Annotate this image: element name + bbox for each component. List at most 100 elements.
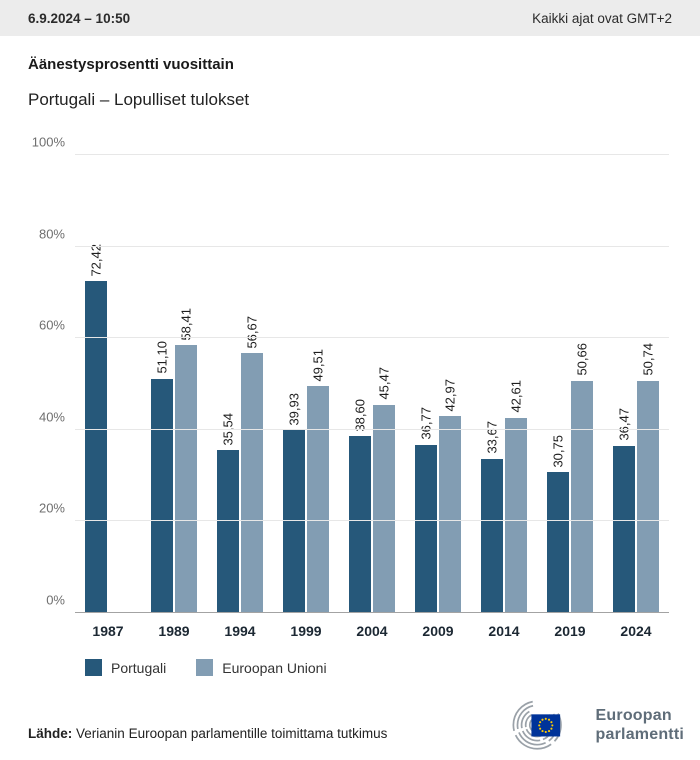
value-label-euroopan-unioni-2009: 42,97 — [442, 378, 458, 412]
bar-portugali-2004[interactable] — [349, 436, 371, 613]
gridline-40 — [75, 428, 669, 430]
parliament-hemicycle-icon — [512, 700, 562, 750]
value-label-portugali-2024: 36,47 — [616, 408, 632, 441]
y-axis-label-0: 0% — [46, 592, 65, 608]
bar-slot-portugali-1994: 35,54 — [217, 155, 239, 613]
logo-line1: Euroopan — [595, 707, 672, 724]
value-label-portugali-2014: 33,67 — [484, 421, 500, 454]
bar-group-1987: 72,42 1987 — [75, 155, 141, 639]
bar-slot-euroopan-unioni-2014: 42,61 — [505, 155, 527, 613]
x-axis-label-1989: 1989 — [158, 623, 190, 639]
bar-group-1994: 35,54 56,67 1994 — [207, 155, 273, 639]
bar-slot-euroopan-unioni-1999: 49,51 — [307, 155, 329, 613]
logo-wordmark: Euroopan parlamentti — [596, 706, 684, 744]
page-subtitle: Portugali – Lopulliset tulokset — [28, 90, 250, 109]
value-label-portugali-2004: 38,60 — [352, 398, 368, 432]
gridline-20 — [75, 520, 669, 522]
x-axis-label-1987: 1987 — [92, 623, 124, 639]
bar-group-1989: 51,10 58,41 1989 — [141, 155, 207, 639]
bar-slot-portugali-1989: 51,10 — [151, 155, 173, 613]
bar-euroopan-unioni-2024[interactable] — [637, 380, 659, 613]
source-label: Lähde: — [28, 726, 73, 741]
legend-label: Portugali — [111, 659, 167, 676]
bar-group-2014: 33,67 42,61 2014 — [471, 155, 537, 639]
bar-slot-portugali-1999: 39,93 — [283, 155, 305, 613]
bar-portugali-1999[interactable] — [283, 430, 305, 613]
bar-group-2009: 36,77 42,97 2009 — [405, 155, 471, 639]
chart-plot-area: 72,42 1987 51,10 58,41 1989 35,54 56,67 1994 39,… — [32, 136, 669, 639]
bar-slot-euroopan-unioni-2004: 45,47 — [373, 155, 395, 613]
x-axis-label-2009: 2009 — [422, 623, 454, 639]
bar-slot-portugali-2004: 38,60 — [349, 155, 371, 613]
bar-group-2019: 30,75 50,66 2019 — [537, 155, 603, 639]
bar-portugali-1989[interactable] — [151, 378, 173, 613]
bar-slot-portugali-2009: 36,77 — [415, 155, 437, 613]
bar-slot-euroopan-unioni-2009: 42,97 — [439, 155, 461, 613]
y-axis-label-100: 100% — [31, 134, 65, 150]
gridline-60 — [75, 337, 669, 339]
bar-slot-portugali-1987: 72,42 — [85, 155, 107, 613]
bar-slot-portugali-2024: 36,47 — [613, 155, 635, 613]
bar-portugali-2019[interactable] — [547, 472, 569, 613]
x-axis-label-2004: 2004 — [356, 623, 388, 639]
x-axis-label-2014: 2014 — [488, 623, 520, 639]
bar-euroopan-unioni-2004[interactable] — [373, 404, 395, 613]
bar-euroopan-unioni-2014[interactable] — [505, 417, 527, 613]
bar-portugali-2024[interactable] — [613, 445, 635, 613]
value-label-euroopan-unioni-1994: 56,67 — [244, 315, 260, 349]
y-axis-label-60: 60% — [38, 317, 65, 333]
value-label-portugali-1987: 72,42 — [88, 243, 104, 277]
bar-portugali-1994[interactable] — [217, 450, 239, 613]
y-axis-label-40: 40% — [38, 409, 65, 425]
y-axis-label-80: 80% — [38, 226, 65, 242]
bar-euroopan-unioni-1994[interactable] — [241, 353, 263, 613]
x-axis-label-2024: 2024 — [620, 623, 652, 639]
bar-euroopan-unioni-1989[interactable] — [175, 345, 197, 613]
page-title: Äänestysprosentti vuosittain — [28, 56, 234, 73]
bar-groups: 72,42 1987 51,10 58,41 1989 35,54 56,67 1994 39,… — [75, 155, 669, 639]
legend-item-portugali[interactable]: Portugali — [85, 659, 166, 676]
value-label-portugali-1999: 39,93 — [286, 392, 302, 426]
bar-portugali-2014[interactable] — [481, 458, 503, 613]
legend-item-euroopan-unioni[interactable]: Euroopan Unioni — [196, 659, 327, 676]
value-label-portugali-2019: 30,75 — [550, 434, 566, 468]
bar-euroopan-unioni-2019[interactable] — [571, 380, 593, 613]
x-axis-label-2019: 2019 — [554, 623, 586, 639]
euroopan-parlamentti-logo: Euroopan parlamentti — [506, 696, 684, 754]
bar-euroopan-unioni-1999[interactable] — [307, 386, 329, 613]
y-axis-label-20: 20% — [38, 500, 65, 516]
bar-slot-euroopan-unioni-2024: 50,74 — [637, 155, 659, 613]
x-axis-label-1999: 1999 — [290, 623, 322, 639]
bar-portugali-2009[interactable] — [415, 444, 437, 613]
value-label-portugali-1989: 51,10 — [154, 341, 170, 374]
value-label-euroopan-unioni-2004: 45,47 — [376, 367, 392, 400]
logo-line2: parlamentti — [595, 726, 684, 743]
eu-flag-stars — [537, 717, 553, 734]
bar-group-1999: 39,93 49,51 1999 — [273, 155, 339, 639]
value-label-euroopan-unioni-2014: 42,61 — [508, 380, 524, 413]
bar-slot-euroopan-unioni-1987 — [109, 155, 131, 613]
value-label-portugali-2009: 36,77 — [418, 407, 434, 440]
value-label-euroopan-unioni-1999: 49,51 — [310, 348, 326, 382]
legend-label: Euroopan Unioni — [222, 659, 327, 676]
legend-swatch-euroopan-unioni — [196, 659, 214, 676]
value-label-euroopan-unioni-2024: 50,74 — [640, 343, 656, 376]
value-label-euroopan-unioni-2019: 50,66 — [574, 343, 590, 376]
x-axis-label-1994: 1994 — [224, 623, 256, 639]
bar-slot-portugali-2019: 30,75 — [547, 155, 569, 613]
report-datetime: 6.9.2024 – 10:50 — [28, 10, 131, 26]
chart-legend: Portugali Euroopan Unioni — [85, 659, 327, 676]
bar-euroopan-unioni-2009[interactable] — [439, 416, 461, 613]
eu-flag — [530, 714, 560, 737]
bar-group-2004: 38,60 45,47 2004 — [339, 155, 405, 639]
value-label-euroopan-unioni-1989: 58,41 — [178, 307, 194, 341]
source-text: Verianin Euroopan parlamentille toimitta… — [76, 726, 388, 741]
bar-portugali-1987[interactable] — [85, 281, 107, 613]
legend-swatch-portugali — [85, 659, 102, 676]
gridline-100 — [75, 154, 669, 155]
gridline-80 — [75, 245, 669, 247]
bar-slot-portugali-2014: 33,67 — [481, 155, 503, 613]
bar-slot-euroopan-unioni-1994: 56,67 — [241, 155, 263, 613]
timezone-note: Kaikki ajat ovat GMT+2 — [532, 10, 672, 26]
